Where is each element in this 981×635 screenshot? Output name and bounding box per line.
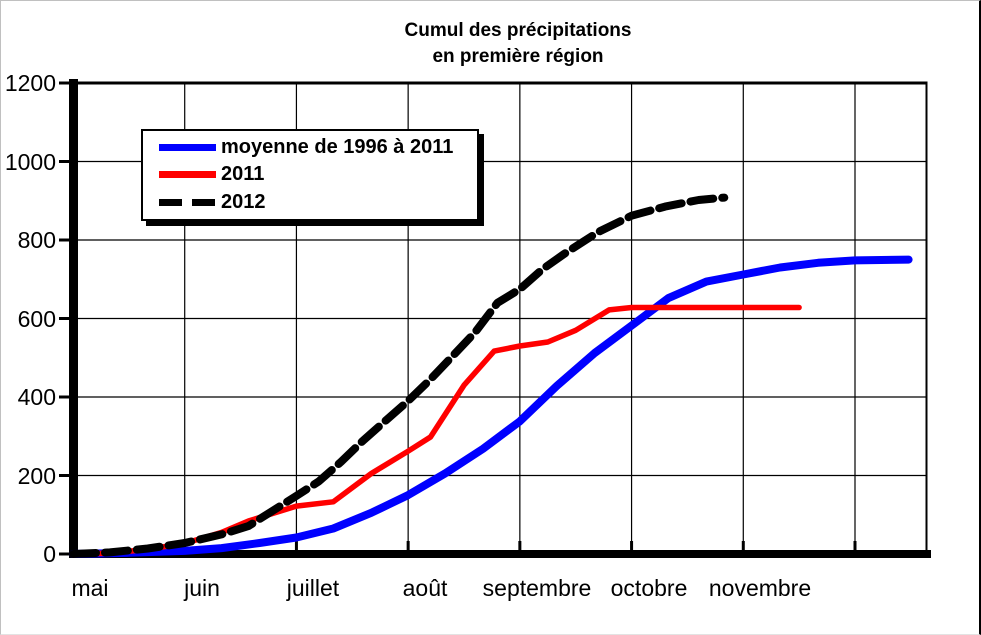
x-tick-label: août	[402, 575, 448, 601]
legend-item-2012: 2012	[159, 189, 477, 216]
y-tick-label: 600	[17, 306, 56, 332]
legend-item-moyenne: moyenne de 1996 à 2011	[159, 134, 477, 161]
x-tick-label: mai	[71, 575, 109, 601]
legend-line-sample-black-dashed	[159, 198, 216, 206]
y-tick-label: 1000	[4, 149, 56, 175]
y-tick-label: 400	[17, 384, 56, 410]
legend-line-sample-blue	[159, 144, 216, 152]
x-tick-label: juin	[184, 575, 220, 601]
chart-title: Cumul des précipitations en première rég…	[318, 18, 718, 70]
y-tick-label: 800	[17, 227, 56, 253]
legend-label: moyenne de 1996 à 2011	[221, 136, 454, 159]
x-tick-label: septembre	[482, 575, 592, 601]
legend-label: 2012	[221, 190, 266, 213]
y-tick-label: 0	[43, 541, 56, 567]
y-tick-label: 1200	[4, 70, 56, 96]
legend: moyenne de 1996 à 2011 2011 2012	[141, 129, 479, 221]
x-tick-label: juillet	[286, 575, 340, 601]
legend-item-2011: 2011	[159, 161, 477, 188]
x-tick-label: novembre	[708, 575, 812, 601]
legend-label: 2011	[221, 163, 265, 186]
legend-line-sample-red	[159, 171, 216, 179]
y-tick-label: 200	[17, 463, 56, 489]
chart-title-line1: Cumul des précipitations	[404, 20, 632, 41]
chart-title-line2: en première région	[432, 46, 604, 67]
x-tick-label: octobre	[610, 575, 688, 601]
